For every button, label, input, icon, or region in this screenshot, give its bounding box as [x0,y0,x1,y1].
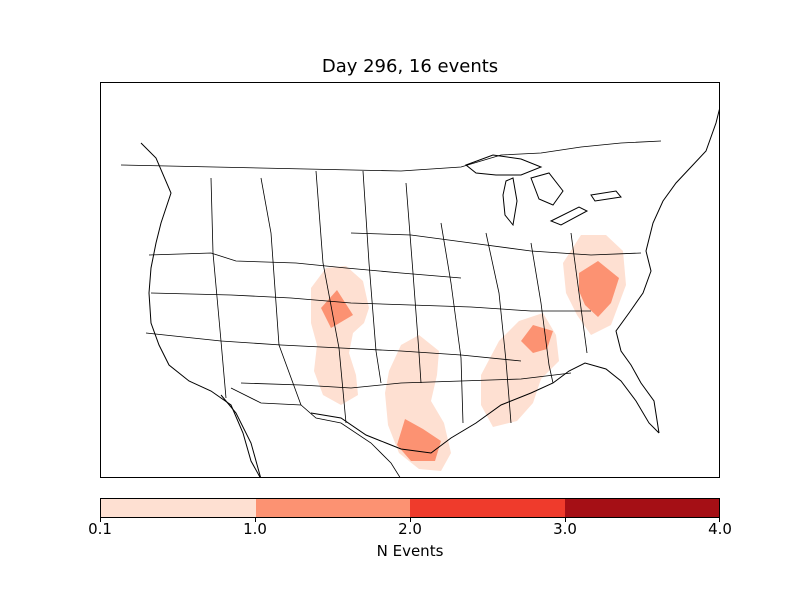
colorbar-tick-label: 4.0 [708,520,732,538]
event-hotspot-virginia [579,261,619,317]
lake-superior [464,154,543,176]
border-states-v2 [260,177,302,406]
border-states-v8 [530,242,554,384]
border-states-lat2 [350,232,642,256]
colorbar-segment-4 [564,499,719,517]
border-states-south [240,372,572,389]
colorbar-tick-label: 3.0 [553,520,577,538]
colorbar-tick-label: 0.1 [88,520,112,538]
border-states-v1 [210,177,227,399]
colorbar-tick [255,518,256,522]
colorbar-segment-2 [255,499,410,517]
event-density-mid [321,261,619,461]
coastline-mexico [220,394,261,477]
border-states-v3 [315,170,347,424]
lake-michigan [502,177,518,227]
event-hotspot-texas [397,419,441,461]
lake-ontario [590,190,622,202]
border-canada [120,140,662,172]
us-map [120,108,719,477]
colorbar-segment-3 [410,499,565,517]
coastline-gulf [310,362,660,454]
map-title: Day 296, 16 events [321,56,499,77]
border-mexico [230,387,401,477]
map-frame [100,82,720,478]
lake-erie [549,206,589,226]
state-borders [120,140,662,477]
colorbar-title: N Events [376,542,444,560]
border-states-v9 [570,232,588,354]
event-hotspot-colorado [321,290,353,328]
great-lakes [464,154,622,227]
event-area-colorado [311,266,369,405]
colorbar [100,498,720,518]
border-states-v5 [405,182,422,384]
border-states-v7 [485,232,512,424]
colorbar-tick [100,518,101,522]
colorbar-tick [719,518,720,522]
border-states-north [148,252,462,279]
colorbar-tick-label: 2.0 [398,520,422,538]
border-states-v4 [362,170,382,384]
colorbar-tick [410,518,411,522]
border-states-v6 [440,222,464,424]
colorbar-segment-1 [101,499,256,517]
coastline-atlantic [615,108,719,434]
colorbar-tick [565,518,566,522]
border-states-lat1 [150,292,591,312]
lake-huron [530,172,564,206]
event-density-light [311,235,626,471]
colorbar-tick-label: 1.0 [243,520,267,538]
